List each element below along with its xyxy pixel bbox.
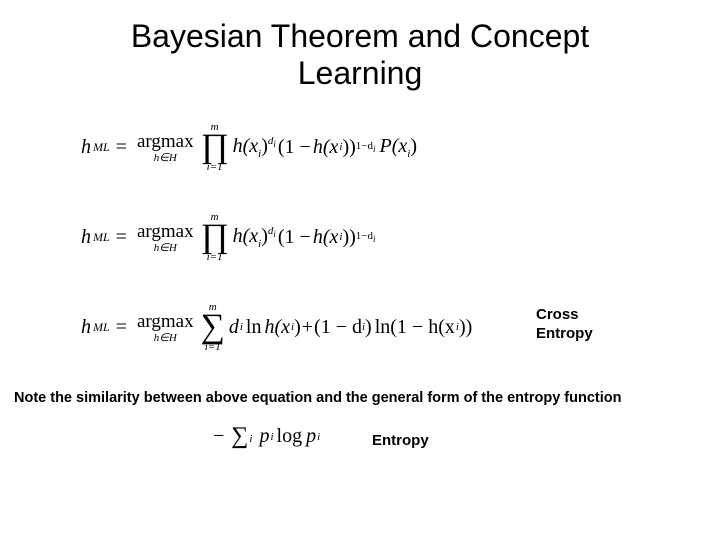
eq1-h: h	[81, 136, 91, 159]
equation-1: hML = argmax h∈H m ∏ i=1 h(xi)di (1 − h(…	[80, 122, 418, 173]
eq1-product: m ∏ i=1	[201, 122, 229, 173]
entropy-equation: − ∑ i pi log pi	[212, 425, 320, 448]
equation-2: hML = argmax h∈H m ∏ i=1 h(xi)di (1 − h(…	[80, 212, 376, 263]
entropy-sum: ∑ i	[231, 426, 252, 446]
eq1-argmax: argmax h∈H	[137, 131, 194, 164]
page-title: Bayesian Theorem and Concept Learning	[0, 0, 720, 92]
eq1-ml: ML	[93, 140, 110, 155]
entropy-label: Entropy	[372, 432, 429, 449]
note-text: Note the similarity between above equati…	[14, 390, 621, 406]
eq1-pxi: P(xi)	[380, 135, 418, 160]
eq2-argmax: argmax h∈H	[137, 221, 194, 254]
eq1-hxi: h(xi)di	[233, 135, 276, 160]
eq1-equals: =	[116, 136, 127, 159]
title-line-2: Learning	[298, 55, 423, 91]
eq3-argmax: argmax h∈H	[137, 311, 194, 344]
eq1-oneminus: (1 −	[278, 136, 311, 159]
title-line-1: Bayesian Theorem and Concept	[131, 18, 589, 54]
equation-3: hML = argmax h∈H m ∑ i=1 di ln h(xi) + (…	[80, 302, 472, 353]
eq3-sum: m ∑ i=1	[201, 302, 225, 353]
eq2-product: m ∏ i=1	[201, 212, 229, 263]
cross-entropy-label: Cross Entropy	[536, 306, 593, 344]
